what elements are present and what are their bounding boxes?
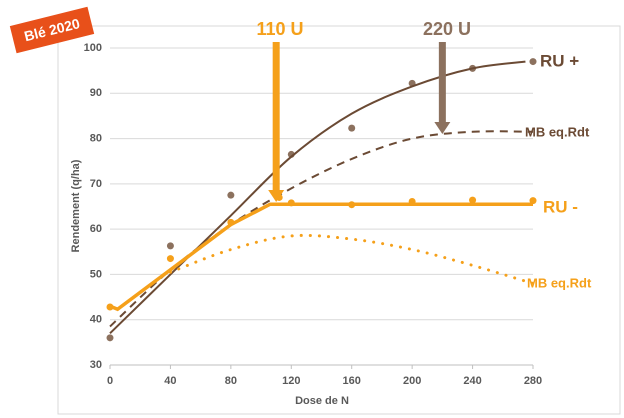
- series-line: [109, 60, 526, 335]
- series-line: [109, 130, 534, 328]
- data-point: [106, 334, 114, 342]
- data-point: [227, 191, 235, 199]
- chart-frame: [57, 25, 621, 415]
- arrow-label: 110 U: [256, 19, 303, 39]
- annotation: MB eq.Rdt: [527, 275, 592, 290]
- x-axis-title: Dose de N: [295, 395, 349, 407]
- x-tick-label: 80: [225, 375, 237, 387]
- y-axis-title: Rendement (q/ha): [70, 159, 82, 252]
- y-tick-label: 80: [90, 132, 102, 144]
- x-tick-label: 200: [403, 375, 421, 387]
- annotation: MB eq.Rdt: [525, 124, 590, 139]
- arrow-label: 220 U: [423, 19, 471, 39]
- annotation: RU +: [540, 51, 579, 70]
- data-point: [469, 196, 477, 204]
- arrow-head: [268, 189, 285, 202]
- x-tick-label: 280: [524, 375, 542, 387]
- data-point: [529, 58, 537, 66]
- data-point: [348, 124, 356, 132]
- y-tick-label: 100: [84, 42, 102, 54]
- annotation: RU -: [543, 197, 578, 216]
- x-tick-label: 240: [463, 375, 481, 387]
- y-tick-label: 50: [90, 268, 102, 280]
- x-tick-label: 40: [164, 375, 176, 387]
- data-point: [166, 255, 174, 263]
- arrow-head: [434, 122, 451, 135]
- x-tick-label: 160: [343, 375, 361, 387]
- badge-box: [9, 6, 95, 54]
- series-line: [109, 202, 533, 312]
- y-tick-label: 70: [90, 178, 102, 190]
- y-tick-label: 30: [90, 359, 102, 371]
- series-line: [168, 233, 535, 285]
- y-tick-label: 40: [90, 314, 102, 326]
- badge: Blé 2020: [9, 6, 95, 54]
- y-tick-label: 60: [90, 223, 102, 235]
- x-tick-label: 120: [282, 375, 300, 387]
- data-point: [166, 242, 174, 250]
- y-tick-label: 90: [90, 87, 102, 99]
- data-point: [529, 197, 537, 205]
- x-tick-label: 0: [107, 375, 113, 387]
